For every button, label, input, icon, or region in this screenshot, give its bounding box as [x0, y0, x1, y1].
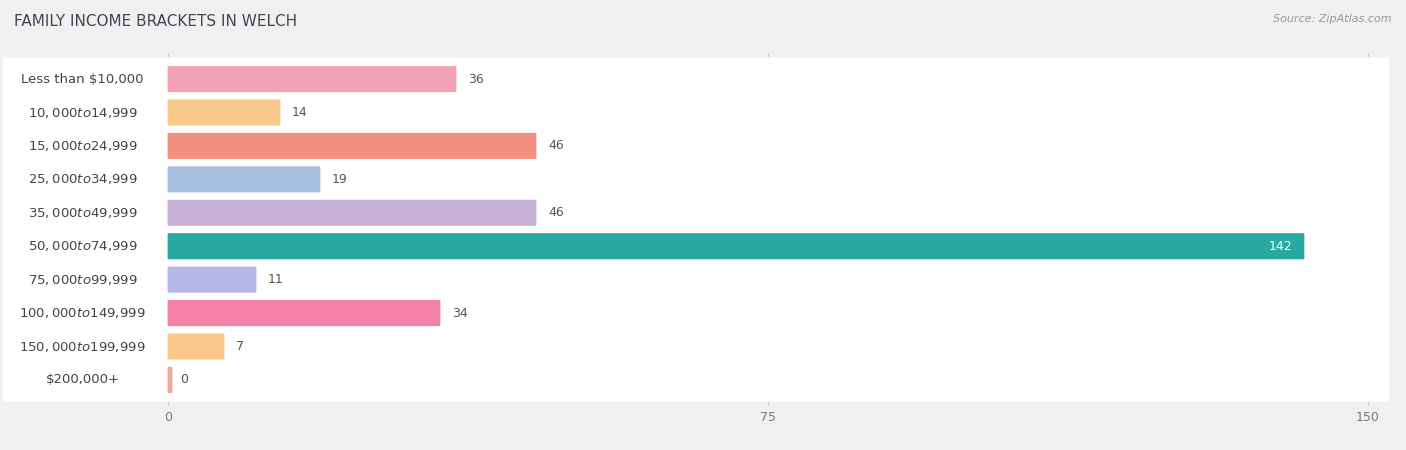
FancyBboxPatch shape — [3, 258, 1389, 302]
Text: 19: 19 — [332, 173, 347, 186]
FancyBboxPatch shape — [3, 57, 1389, 101]
FancyBboxPatch shape — [6, 266, 159, 294]
Text: $10,000 to $14,999: $10,000 to $14,999 — [28, 105, 138, 120]
Text: 34: 34 — [451, 306, 468, 320]
Text: $100,000 to $149,999: $100,000 to $149,999 — [20, 306, 146, 320]
Text: $75,000 to $99,999: $75,000 to $99,999 — [28, 273, 138, 287]
Text: 46: 46 — [548, 140, 564, 153]
FancyBboxPatch shape — [6, 65, 159, 93]
FancyBboxPatch shape — [3, 91, 1389, 134]
Text: 46: 46 — [548, 206, 564, 219]
FancyBboxPatch shape — [6, 99, 159, 126]
FancyBboxPatch shape — [3, 158, 1389, 201]
FancyBboxPatch shape — [3, 325, 1389, 368]
Text: 36: 36 — [468, 72, 484, 86]
FancyBboxPatch shape — [167, 300, 440, 326]
FancyBboxPatch shape — [3, 191, 1389, 234]
Text: $35,000 to $49,999: $35,000 to $49,999 — [28, 206, 138, 220]
Text: 0: 0 — [180, 374, 188, 387]
Text: $50,000 to $74,999: $50,000 to $74,999 — [28, 239, 138, 253]
FancyBboxPatch shape — [167, 200, 536, 226]
Text: Less than $10,000: Less than $10,000 — [21, 72, 143, 86]
Text: $200,000+: $200,000+ — [45, 374, 120, 387]
Text: 142: 142 — [1268, 240, 1292, 253]
FancyBboxPatch shape — [6, 333, 159, 360]
FancyBboxPatch shape — [167, 233, 1305, 259]
FancyBboxPatch shape — [167, 66, 457, 92]
FancyBboxPatch shape — [167, 166, 321, 193]
FancyBboxPatch shape — [167, 333, 225, 360]
FancyBboxPatch shape — [3, 358, 1389, 402]
FancyBboxPatch shape — [6, 299, 159, 327]
FancyBboxPatch shape — [6, 132, 159, 160]
FancyBboxPatch shape — [3, 124, 1389, 168]
FancyBboxPatch shape — [167, 99, 280, 126]
Text: 14: 14 — [292, 106, 308, 119]
FancyBboxPatch shape — [6, 165, 159, 194]
Text: Source: ZipAtlas.com: Source: ZipAtlas.com — [1274, 14, 1392, 23]
FancyBboxPatch shape — [6, 232, 159, 260]
FancyBboxPatch shape — [6, 366, 159, 394]
FancyBboxPatch shape — [167, 367, 173, 393]
Text: $25,000 to $34,999: $25,000 to $34,999 — [28, 172, 138, 186]
FancyBboxPatch shape — [3, 225, 1389, 268]
FancyBboxPatch shape — [6, 199, 159, 227]
FancyBboxPatch shape — [167, 133, 536, 159]
Text: FAMILY INCOME BRACKETS IN WELCH: FAMILY INCOME BRACKETS IN WELCH — [14, 14, 297, 28]
Text: $150,000 to $199,999: $150,000 to $199,999 — [20, 339, 146, 354]
Text: $15,000 to $24,999: $15,000 to $24,999 — [28, 139, 138, 153]
FancyBboxPatch shape — [3, 291, 1389, 335]
Text: 11: 11 — [269, 273, 284, 286]
Text: 7: 7 — [236, 340, 245, 353]
FancyBboxPatch shape — [167, 266, 256, 292]
